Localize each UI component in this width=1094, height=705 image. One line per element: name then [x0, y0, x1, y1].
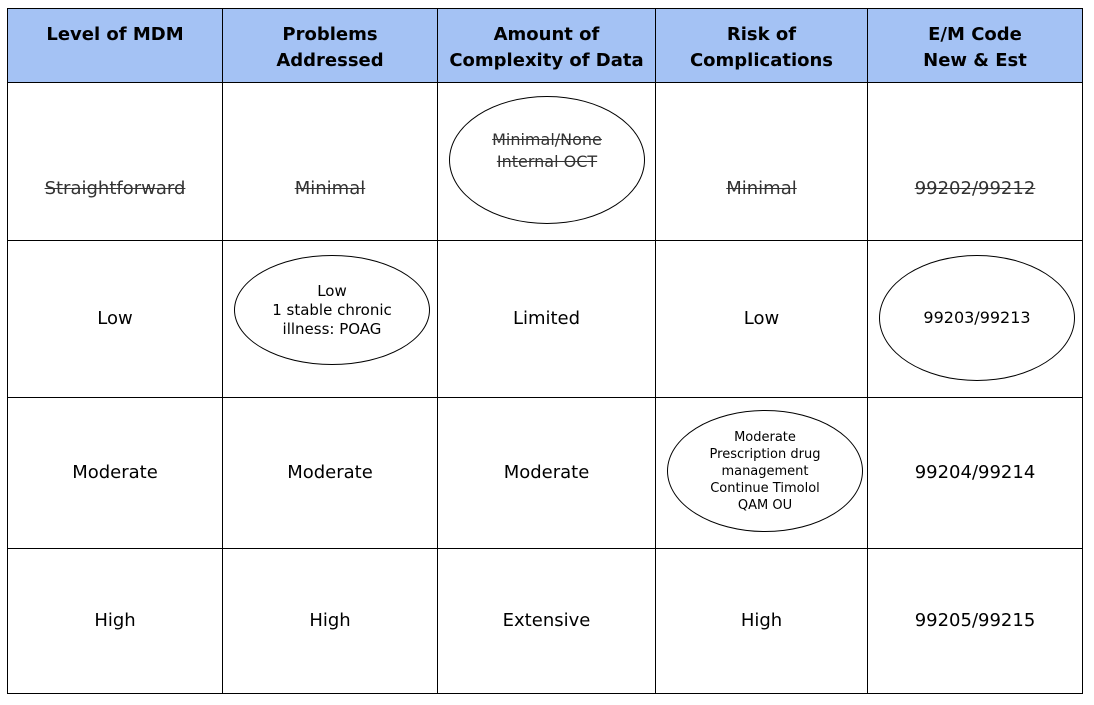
circled-annotation-problems: Low 1 stable chronic illness: POAG	[234, 255, 430, 365]
header-level: Level of MDM	[46, 24, 184, 45]
cell-risk: Minimal	[655, 82, 868, 241]
risk-text-low: Low	[743, 308, 780, 329]
data-text-extensive: Extensive	[502, 610, 591, 631]
cell-level: High	[7, 548, 223, 694]
cell-code-inner: 99203/99213	[868, 241, 1082, 397]
table-row-low: Low Low 1 stable chronic illness: POAG L…	[7, 240, 1083, 398]
code-text-99203: 99203/99213	[923, 308, 1031, 327]
cell-data: Extensive	[437, 548, 656, 694]
problems-text-low: Low 1 stable chronic illness: POAG	[272, 281, 392, 338]
problems-text-minimal: Minimal	[294, 177, 366, 199]
data-text-moderate: Moderate	[503, 462, 590, 483]
cell-problems: High	[222, 548, 438, 694]
table-row-high: High High Extensive High 99205/99215	[7, 548, 1083, 694]
level-text-moderate: Moderate	[72, 462, 158, 483]
header-cell-data: Amount of Complexity of Data	[437, 8, 656, 83]
level-text-straightforward: Straightforward	[44, 177, 186, 199]
header-code: E/M Code New & Est	[923, 24, 1027, 71]
cell-problems: Moderate	[222, 397, 438, 549]
table-row-straightforward: Straightforward Minimal Minimal/None Int…	[7, 82, 1083, 241]
header-row: Level of MDM Problems Addressed Amount o…	[7, 8, 1083, 83]
data-text-minimal-none: Minimal/None Internal OCT	[492, 130, 602, 171]
cell-risk-inner: Moderate Prescription drug management Co…	[656, 398, 867, 548]
cell-data: Minimal/None Internal OCT	[437, 82, 656, 241]
code-text-99202: 99202/99212	[914, 177, 1036, 199]
cell-problems-inner: Low 1 stable chronic illness: POAG	[223, 241, 437, 397]
cell-code: 99204/99214	[867, 397, 1083, 549]
header-cell-level: Level of MDM	[7, 8, 223, 83]
cell-level: Low	[7, 240, 223, 398]
cell-level: Straightforward	[7, 82, 223, 241]
cell-problems: Minimal	[222, 82, 438, 241]
risk-text-minimal: Minimal	[726, 177, 797, 199]
code-text-99204: 99204/99214	[914, 462, 1036, 483]
cell-level: Moderate	[7, 397, 223, 549]
header-cell-risk: Risk of Complications	[655, 8, 868, 83]
risk-text-high: High	[740, 610, 783, 631]
header-cell-problems: Problems Addressed	[222, 8, 438, 83]
header-risk: Risk of Complications	[689, 24, 834, 71]
header-problems: Problems Addressed	[276, 24, 384, 71]
cell-risk: Low	[655, 240, 868, 398]
problems-text-high: High	[309, 610, 351, 631]
cell-data: Moderate	[437, 397, 656, 549]
level-text-low: Low	[97, 308, 133, 329]
level-text-high: High	[94, 610, 136, 631]
cell-data-inner: Minimal/None Internal OCT	[438, 83, 655, 240]
circled-annotation-risk: Moderate Prescription drug management Co…	[667, 410, 863, 532]
problems-text-moderate: Moderate	[287, 462, 373, 483]
cell-data: Limited	[437, 240, 656, 398]
cell-problems: Low 1 stable chronic illness: POAG	[222, 240, 438, 398]
cell-code: 99205/99215	[867, 548, 1083, 694]
circled-annotation-data: Minimal/None Internal OCT	[449, 96, 645, 224]
cell-risk: Moderate Prescription drug management Co…	[655, 397, 868, 549]
header-data: Amount of Complexity of Data	[449, 24, 644, 71]
data-text-limited: Limited	[512, 308, 581, 329]
header-cell-code: E/M Code New & Est	[867, 8, 1083, 83]
table-row-moderate: Moderate Moderate Moderate Moderate Pres…	[7, 397, 1083, 549]
risk-text-moderate: Moderate Prescription drug management Co…	[709, 429, 821, 513]
mdm-table: Level of MDM Problems Addressed Amount o…	[7, 8, 1083, 694]
code-text-99205: 99205/99215	[914, 610, 1036, 631]
cell-code: 99202/99212	[867, 82, 1083, 241]
cell-risk: High	[655, 548, 868, 694]
circled-annotation-code: 99203/99213	[879, 255, 1075, 381]
cell-code: 99203/99213	[867, 240, 1083, 398]
